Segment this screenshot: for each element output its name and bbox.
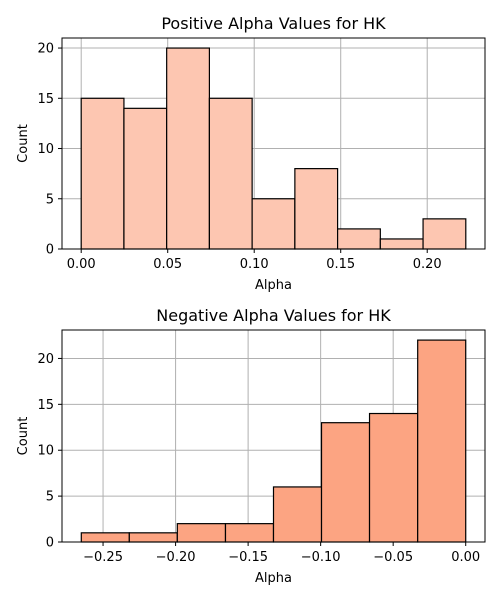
x-axis-label: Alpha	[255, 278, 292, 293]
y-ticks: 0 5 10 15 20	[37, 42, 62, 258]
histogram-bar	[80, 532, 130, 543]
histogram-bar	[294, 168, 339, 250]
x-tick-label: −0.15	[228, 550, 268, 565]
y-ticks: 0 5 10 15 20	[37, 352, 62, 551]
histogram-bar	[176, 523, 227, 543]
histogram-bar	[417, 339, 467, 543]
x-tick-label: 0.15	[326, 257, 355, 272]
x-tick-label: −0.20	[156, 550, 196, 565]
axes-frame	[61, 329, 486, 543]
axes-frame	[61, 37, 486, 250]
y-tick-label: 0	[46, 243, 54, 258]
histogram-bar	[251, 198, 296, 250]
y-tick-label: 10	[37, 142, 54, 157]
histogram-bar	[224, 523, 275, 543]
positive-alpha-histogram: Positive Alpha Values for HK 0.00 0.05 0.1…	[16, 14, 486, 293]
x-tick-label: −0.05	[373, 550, 413, 565]
x-tick-label: 0.00	[451, 550, 480, 565]
chart-title: Negative Alpha Values for HK	[156, 306, 391, 325]
x-tick-label: −0.25	[83, 550, 123, 565]
bars	[80, 339, 467, 543]
y-axis-label: Count	[16, 417, 31, 456]
histogram-bar	[80, 97, 125, 250]
chart-title: Positive Alpha Values for HK	[161, 14, 386, 33]
y-tick-label: 20	[37, 42, 54, 57]
y-axis-label: Count	[16, 124, 31, 163]
x-tick-label: 0.20	[413, 257, 442, 272]
x-ticks: 0.00 0.05 0.10 0.15 0.20	[67, 249, 442, 272]
histogram-bar	[123, 107, 168, 250]
y-tick-label: 10	[37, 444, 54, 459]
x-tick-label: 0.10	[240, 257, 269, 272]
negative-alpha-histogram: Negative Alpha Values for HK −0.25 −0.20−…	[16, 306, 486, 586]
x-tick-label: 0.00	[67, 257, 96, 272]
histogram-bar	[166, 47, 211, 250]
y-tick-label: 5	[46, 490, 54, 505]
histogram-bar	[128, 532, 178, 543]
histogram-bar	[422, 218, 467, 250]
x-tick-label: 0.05	[153, 257, 182, 272]
histogram-bar	[208, 97, 253, 250]
histogram-bar	[336, 228, 381, 250]
histogram-bar	[320, 422, 371, 543]
x-ticks: −0.25 −0.20 −0.15 −0.10 −0.05 0.00	[83, 542, 480, 565]
histogram-bar	[379, 238, 424, 250]
y-tick-label: 20	[37, 352, 54, 367]
y-tick-label: 15	[37, 398, 54, 413]
histogram-bar	[368, 412, 419, 543]
y-tick-label: 5	[46, 192, 54, 207]
x-tick-label: −0.10	[301, 550, 341, 565]
x-axis-label: Alpha	[255, 571, 292, 586]
y-tick-label: 15	[37, 92, 54, 107]
histogram-bar	[272, 486, 323, 543]
y-tick-label: 0	[46, 536, 54, 551]
